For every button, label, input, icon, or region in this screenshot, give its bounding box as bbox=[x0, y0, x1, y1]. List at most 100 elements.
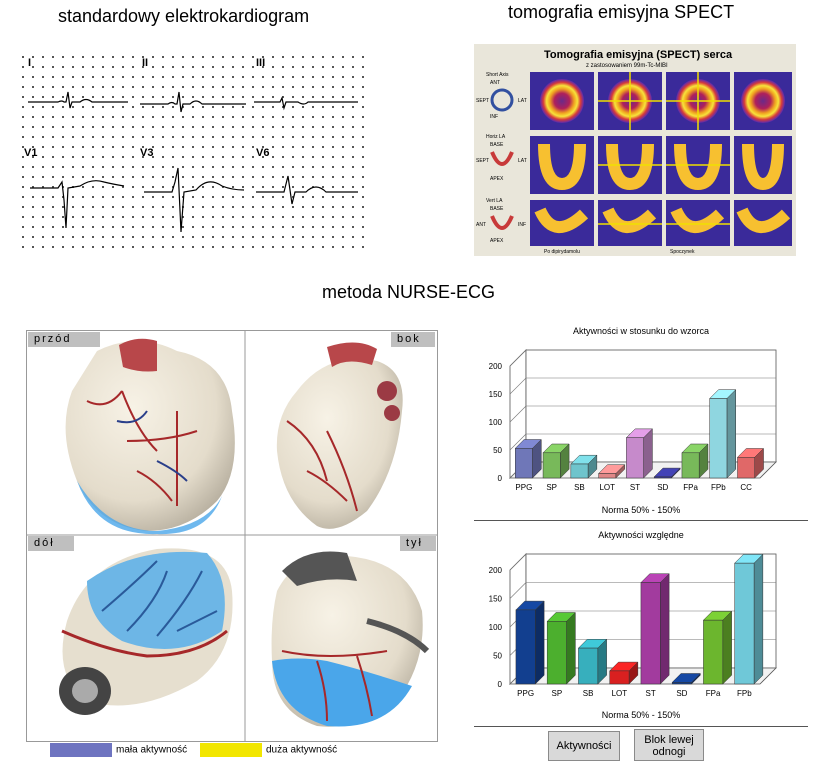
chart-x-tick-label: SP bbox=[546, 483, 557, 492]
chart-bar bbox=[546, 611, 576, 685]
chart-separator bbox=[474, 520, 808, 521]
chart-bar-front bbox=[737, 457, 755, 479]
legend-low-label: mała aktywność bbox=[116, 744, 188, 756]
heart-front-shape bbox=[65, 341, 235, 531]
low-activity-region bbox=[272, 658, 412, 727]
ecg-grid: I II III V1 V3 V6 bbox=[18, 52, 366, 248]
spect-subheading: z zastosowaniem 99m-Tc-MIBI bbox=[586, 63, 668, 69]
chart-bar bbox=[702, 610, 733, 685]
ecg-trace-i bbox=[28, 91, 128, 109]
ecg-lead-label: V1 bbox=[24, 147, 37, 159]
spect-schematic-icon bbox=[490, 215, 514, 230]
chart1-title: Aktywności w stosunku do wzorca bbox=[573, 326, 709, 336]
legend-high: duża aktywność bbox=[200, 743, 337, 757]
chart-bar bbox=[514, 438, 542, 479]
low-activity-region bbox=[77, 481, 222, 535]
coronary-veins bbox=[116, 410, 188, 482]
spect-footer-right: Spoczynek bbox=[670, 249, 695, 255]
chart-bar-front bbox=[653, 476, 672, 479]
chart-bar-front bbox=[734, 562, 755, 685]
spect-axis-label: BASE bbox=[490, 206, 504, 212]
chart-bar bbox=[515, 600, 545, 685]
view-label-side: bok bbox=[391, 332, 435, 347]
chart-x-tick-label: LOT bbox=[612, 689, 628, 698]
chart-bar-front bbox=[709, 398, 728, 479]
heart-bottom-view bbox=[59, 548, 233, 715]
chart2-norm: Norma 50% - 150% bbox=[602, 710, 681, 720]
chart-x-tick-label: FPb bbox=[711, 483, 726, 492]
heart-front-view bbox=[65, 338, 235, 535]
spect-panel: Tomografia emisyjna (SPECT) serca z zast… bbox=[474, 44, 796, 256]
ecg-panel: I II III V1 V3 V6 bbox=[18, 52, 366, 248]
spect-u-shape bbox=[606, 143, 654, 191]
spect-ring bbox=[741, 79, 785, 123]
ecg-lead-label: V3 bbox=[140, 147, 153, 159]
view-label-front: przód bbox=[28, 332, 100, 347]
chart-x-tick-label: FPb bbox=[737, 689, 752, 698]
spect-row: Vert LA BASE APEX ANT INF bbox=[476, 198, 792, 246]
chart-gridline bbox=[509, 349, 527, 367]
ecg-trace-ii bbox=[140, 91, 246, 113]
spect-u-shape bbox=[538, 143, 586, 191]
ecg-trace-v6 bbox=[256, 175, 358, 205]
ecg-lead-label: III bbox=[256, 57, 265, 69]
ecg-trace-v3 bbox=[144, 167, 245, 233]
heart-side-view bbox=[276, 342, 403, 529]
view-label-bottom: dół bbox=[28, 536, 74, 551]
heart-back-view bbox=[271, 551, 430, 727]
chart2-title: Aktywności względne bbox=[598, 530, 684, 540]
legend-swatch-low bbox=[50, 743, 112, 757]
spect-u-shape bbox=[674, 143, 722, 191]
lbbb-button[interactable]: Blok lewej odnogi bbox=[634, 729, 704, 761]
chart-gridline bbox=[509, 433, 527, 451]
spect-u-shape bbox=[742, 143, 784, 191]
nurse-title: metoda NURSE-ECG bbox=[322, 282, 496, 302]
spect-u-shape bbox=[670, 207, 725, 234]
lbbb-button-line1: Blok lewej bbox=[644, 734, 694, 746]
spect-axis-label: INF bbox=[518, 222, 526, 228]
coronary-arteries bbox=[86, 390, 198, 506]
chart-y-tick-label: 150 bbox=[489, 595, 503, 604]
chart-bar-side bbox=[753, 553, 764, 685]
chart-bar bbox=[736, 447, 765, 479]
chart-bar-front bbox=[681, 452, 700, 479]
chart-x-tick-label: ST bbox=[646, 689, 656, 698]
chart-x-tick-label: SD bbox=[676, 689, 687, 698]
chart-bar-side bbox=[566, 611, 576, 685]
vessel-opening bbox=[384, 405, 400, 421]
chart-y-tick-label: 50 bbox=[493, 652, 502, 661]
chart-x-tick-label: FPa bbox=[706, 689, 721, 698]
spect-u-shape bbox=[602, 207, 657, 234]
ecg-trace-iii bbox=[254, 96, 358, 111]
lbbb-button-line2: odnogi bbox=[652, 746, 686, 758]
spect-axis-label: BASE bbox=[490, 142, 504, 148]
chart-y-tick-label: 100 bbox=[489, 623, 503, 632]
chart-bar bbox=[570, 454, 598, 479]
chart-bar-front bbox=[598, 473, 617, 479]
aorta-shape bbox=[327, 342, 377, 367]
chart-bar bbox=[577, 638, 608, 685]
view-label-back: tył bbox=[400, 536, 436, 551]
chart-gridline bbox=[509, 377, 527, 395]
chart-y-tick-label: 100 bbox=[489, 418, 503, 427]
chart-bar-front bbox=[640, 582, 661, 685]
spect-row-label: Short Axis bbox=[486, 72, 509, 78]
chart-x-tick-label: ST bbox=[630, 483, 640, 492]
spect-axis-label: ANT bbox=[490, 80, 500, 86]
chart-x-tick-label: SB bbox=[583, 689, 594, 698]
spect-axis-label: INF bbox=[490, 114, 498, 120]
activity-button[interactable]: Aktywności bbox=[548, 731, 620, 761]
chart-bar-front bbox=[703, 619, 724, 685]
chart2-panel: Aktywności względne Norma 50% - 150% 0 50… bbox=[474, 524, 808, 724]
chart-x-tick-label: CC bbox=[740, 483, 752, 492]
chart-bar bbox=[671, 672, 701, 685]
spect-schematic-icon bbox=[490, 88, 514, 112]
chart-y-tick-label: 150 bbox=[489, 390, 503, 399]
spect-axis-label: SEPT bbox=[476, 158, 489, 164]
spect-axis-label: SEPT bbox=[476, 98, 489, 104]
ecg-lead-label: I bbox=[28, 57, 31, 69]
ecg-lead-label: V6 bbox=[256, 147, 269, 159]
chart-x-tick-label: LOT bbox=[599, 483, 615, 492]
legend-high-label: duża aktywność bbox=[266, 744, 338, 756]
coronary-arteries bbox=[281, 650, 388, 722]
